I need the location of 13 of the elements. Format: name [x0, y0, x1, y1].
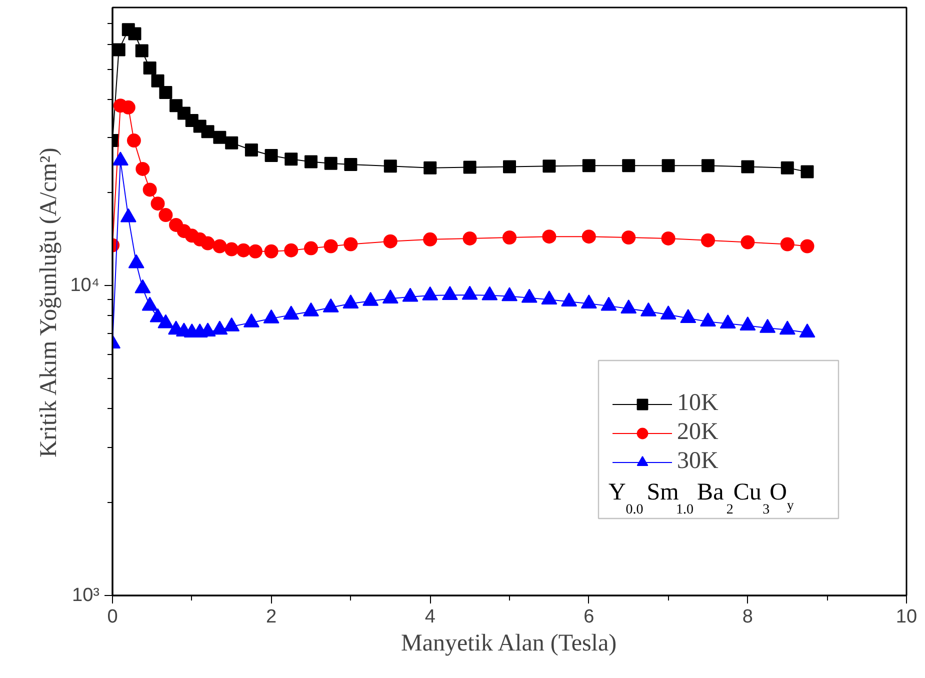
x-tick-label: 8: [742, 606, 753, 628]
x-tick-label: 6: [584, 606, 594, 628]
x-tick-label: 10: [896, 606, 918, 628]
x-tick-label: 0: [107, 606, 118, 628]
x-tick-label: 2: [266, 606, 277, 628]
legend-label: 10K: [677, 390, 718, 417]
y-axis-title: Kritik Akım Yoğunluğu (A/cm²): [36, 148, 62, 458]
x-tick-label: 4: [424, 606, 436, 628]
legend-label: 30K: [677, 448, 718, 475]
y-tick-label: 10³: [72, 585, 100, 606]
x-axis-title: Manyetik Alan (Tesla): [401, 630, 617, 656]
legend-label: 20K: [677, 419, 718, 446]
y-tick-label: 10⁴: [70, 275, 100, 296]
